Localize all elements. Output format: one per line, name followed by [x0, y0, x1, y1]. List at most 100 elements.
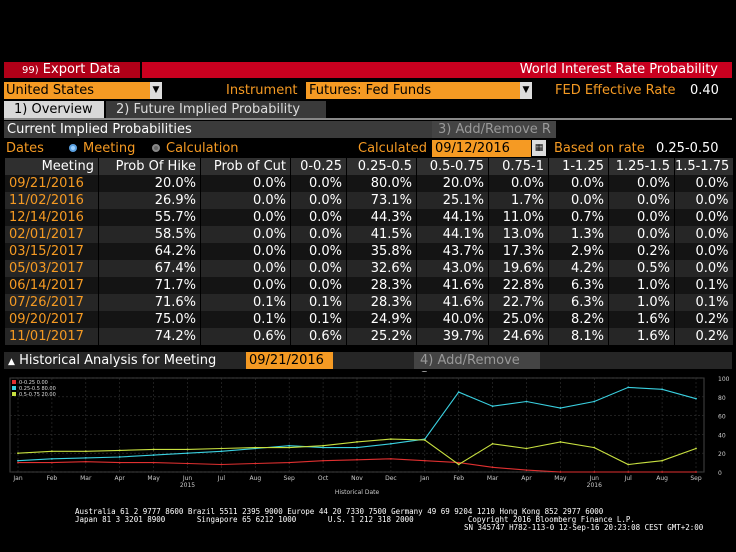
- probability-cell: 0.0%: [548, 192, 609, 209]
- legend-entry: 0.25-0.5 80.00: [19, 386, 56, 392]
- probability-cell: 41.6%: [416, 277, 489, 294]
- table-row[interactable]: 06/14/2017 71.7% 0.0% 0.0% 28.3% 41.6% 22.8% 6.…: [4, 277, 733, 294]
- table-row[interactable]: 03/15/2017 64.2% 0.0% 0.0% 35.8% 43.7% 17.3% 2.…: [4, 243, 733, 260]
- table-row[interactable]: 05/03/2017 67.4% 0.0% 0.0% 32.6% 43.0% 19.6% 4.…: [4, 260, 733, 277]
- probability-cell: 0.0%: [674, 243, 733, 260]
- calculated-date-input[interactable]: 09/12/2016: [432, 140, 531, 157]
- probability-cell: 20.0%: [416, 175, 489, 192]
- column-header[interactable]: 1.5-1.75: [674, 158, 733, 175]
- calculation-radio[interactable]: [152, 144, 160, 152]
- column-header[interactable]: 0.25-0.5: [346, 158, 417, 175]
- table-row[interactable]: 11/01/2017 74.2% 0.6% 0.6% 25.2% 39.7% 24.6% 8.…: [4, 328, 733, 345]
- meeting-date-cell: 06/14/2017: [4, 277, 99, 294]
- probability-cell: 0.0%: [200, 209, 291, 226]
- history-label: ▲ Historical Analysis for Meeting: [8, 352, 216, 371]
- probability-cell: 0.1%: [674, 277, 733, 294]
- history-date-input[interactable]: 09/21/2016: [246, 352, 333, 369]
- probability-cell: 1.0%: [608, 294, 675, 311]
- meeting-date-cell: 03/15/2017: [4, 243, 99, 260]
- calendar-icon[interactable]: ▦: [532, 140, 546, 156]
- column-header[interactable]: Prob of Cut: [200, 158, 291, 175]
- column-header[interactable]: Prob Of Hike: [98, 158, 201, 175]
- table-row[interactable]: 09/20/2017 75.0% 0.1% 0.1% 24.9% 40.0% 25.0% 8.…: [4, 311, 733, 328]
- series-point: [356, 446, 358, 449]
- column-header[interactable]: 1.25-1.5: [608, 158, 675, 175]
- probability-cell: 0.0%: [200, 243, 291, 260]
- column-header[interactable]: 1-1.25: [548, 158, 609, 175]
- footer-line-2: Japan 81 3 3201 8900 Singapore 65 6212 1…: [75, 515, 635, 524]
- column-header[interactable]: Meeting: [4, 158, 99, 175]
- series-point: [491, 405, 494, 408]
- column-header[interactable]: 0-0.25: [290, 158, 347, 175]
- probability-cell: 0.0%: [608, 209, 675, 226]
- probability-cell: 0.1%: [674, 294, 733, 311]
- series-point: [695, 471, 697, 473]
- x-tick-label: May: [147, 475, 160, 482]
- probability-cell: 8.2%: [548, 311, 609, 328]
- x-tick-label: Sep: [284, 475, 296, 482]
- probability-cell: 0.0%: [290, 226, 347, 243]
- probability-cell: 67.4%: [98, 260, 201, 277]
- series-point: [84, 460, 87, 463]
- y-tick-label: 80: [718, 395, 726, 402]
- x-tick-label: Jan: [419, 475, 429, 482]
- fed-rate-value: 0.40: [690, 83, 719, 98]
- table-row[interactable]: 07/26/2017 71.6% 0.1% 0.1% 28.3% 41.6% 22.7% 6.…: [4, 294, 733, 311]
- column-header[interactable]: 0.5-0.75: [416, 158, 489, 175]
- y-tick-label: 20: [718, 451, 726, 458]
- probability-cell: 19.6%: [488, 260, 549, 277]
- table-row[interactable]: 11/02/2016 26.9% 0.0% 0.0% 73.1% 25.1% 1.7% 0.0…: [4, 192, 733, 209]
- probability-cell: 41.5%: [346, 226, 417, 243]
- series-point: [356, 458, 358, 461]
- chevron-down-icon[interactable]: ▼: [150, 82, 162, 99]
- probability-cell: 0.0%: [674, 226, 733, 243]
- series-point: [423, 459, 426, 462]
- y-tick-label: 0: [718, 470, 722, 477]
- series-point: [627, 471, 630, 473]
- meeting-radio[interactable]: [69, 144, 77, 152]
- export-data-button[interactable]: 99) Export Data: [4, 62, 140, 78]
- probability-cell: 26.9%: [98, 192, 201, 209]
- series-point: [695, 447, 697, 450]
- tab-overview[interactable]: 1) Overview: [4, 101, 104, 118]
- series-point: [288, 461, 291, 464]
- table-row[interactable]: 02/01/2017 58.5% 0.0% 0.0% 41.5% 44.1% 13.0% 1.…: [4, 226, 733, 243]
- tab-future-implied-probability[interactable]: 2) Future Implied Probability: [106, 101, 326, 118]
- probability-cell: 43.0%: [416, 260, 489, 277]
- x-tick-label: Jul: [217, 475, 226, 482]
- x-tick-label: Apr: [521, 475, 532, 482]
- add-remove-series-button[interactable]: 4) Add/Remove Se: [414, 352, 540, 385]
- legend-entry: 0-0.25 0.00: [19, 380, 48, 386]
- table-row[interactable]: 09/21/2016 20.0% 0.0% 0.0% 80.0% 20.0% 0.0% 0.0…: [4, 175, 733, 192]
- series-point: [390, 442, 392, 445]
- meeting-date-cell: 07/26/2017: [4, 294, 99, 311]
- probability-cell: 0.1%: [290, 294, 347, 311]
- collapse-icon[interactable]: ▲: [8, 357, 15, 367]
- add-remove-rates-button[interactable]: 3) Add/Remove R: [432, 121, 556, 138]
- probability-cell: 0.0%: [290, 209, 347, 226]
- probability-cell: 0.1%: [200, 311, 291, 328]
- probability-cell: 44.1%: [416, 226, 489, 243]
- based-on-rate-value: 0.25-0.50: [656, 141, 719, 156]
- probability-cell: 0.1%: [200, 294, 291, 311]
- calculation-radio-label: Calculation: [166, 141, 239, 156]
- series-point: [186, 448, 189, 451]
- chart-background: [4, 372, 732, 500]
- series-point: [390, 438, 392, 440]
- column-header[interactable]: 0.75-1: [488, 158, 549, 175]
- series-point: [593, 446, 596, 449]
- probability-cell: 0.0%: [290, 277, 347, 294]
- chevron-down-icon[interactable]: ▼: [520, 82, 532, 99]
- x-tick-label: Nov: [351, 475, 363, 482]
- probability-cell: 0.0%: [200, 260, 291, 277]
- series-point: [152, 448, 155, 451]
- meeting-radio-label: Meeting: [83, 141, 136, 156]
- probability-cell: 22.7%: [488, 294, 549, 311]
- country-select[interactable]: United States: [4, 82, 158, 99]
- instrument-select[interactable]: Futures: Fed Funds: [306, 82, 521, 99]
- series-point: [254, 446, 257, 449]
- table-row[interactable]: 12/14/2016 55.7% 0.0% 0.0% 44.3% 44.1% 11.0% 0.…: [4, 209, 733, 226]
- probability-cell: 6.3%: [548, 277, 609, 294]
- probability-cell: 0.6%: [200, 328, 291, 345]
- x-tick-label: Aug: [249, 475, 261, 482]
